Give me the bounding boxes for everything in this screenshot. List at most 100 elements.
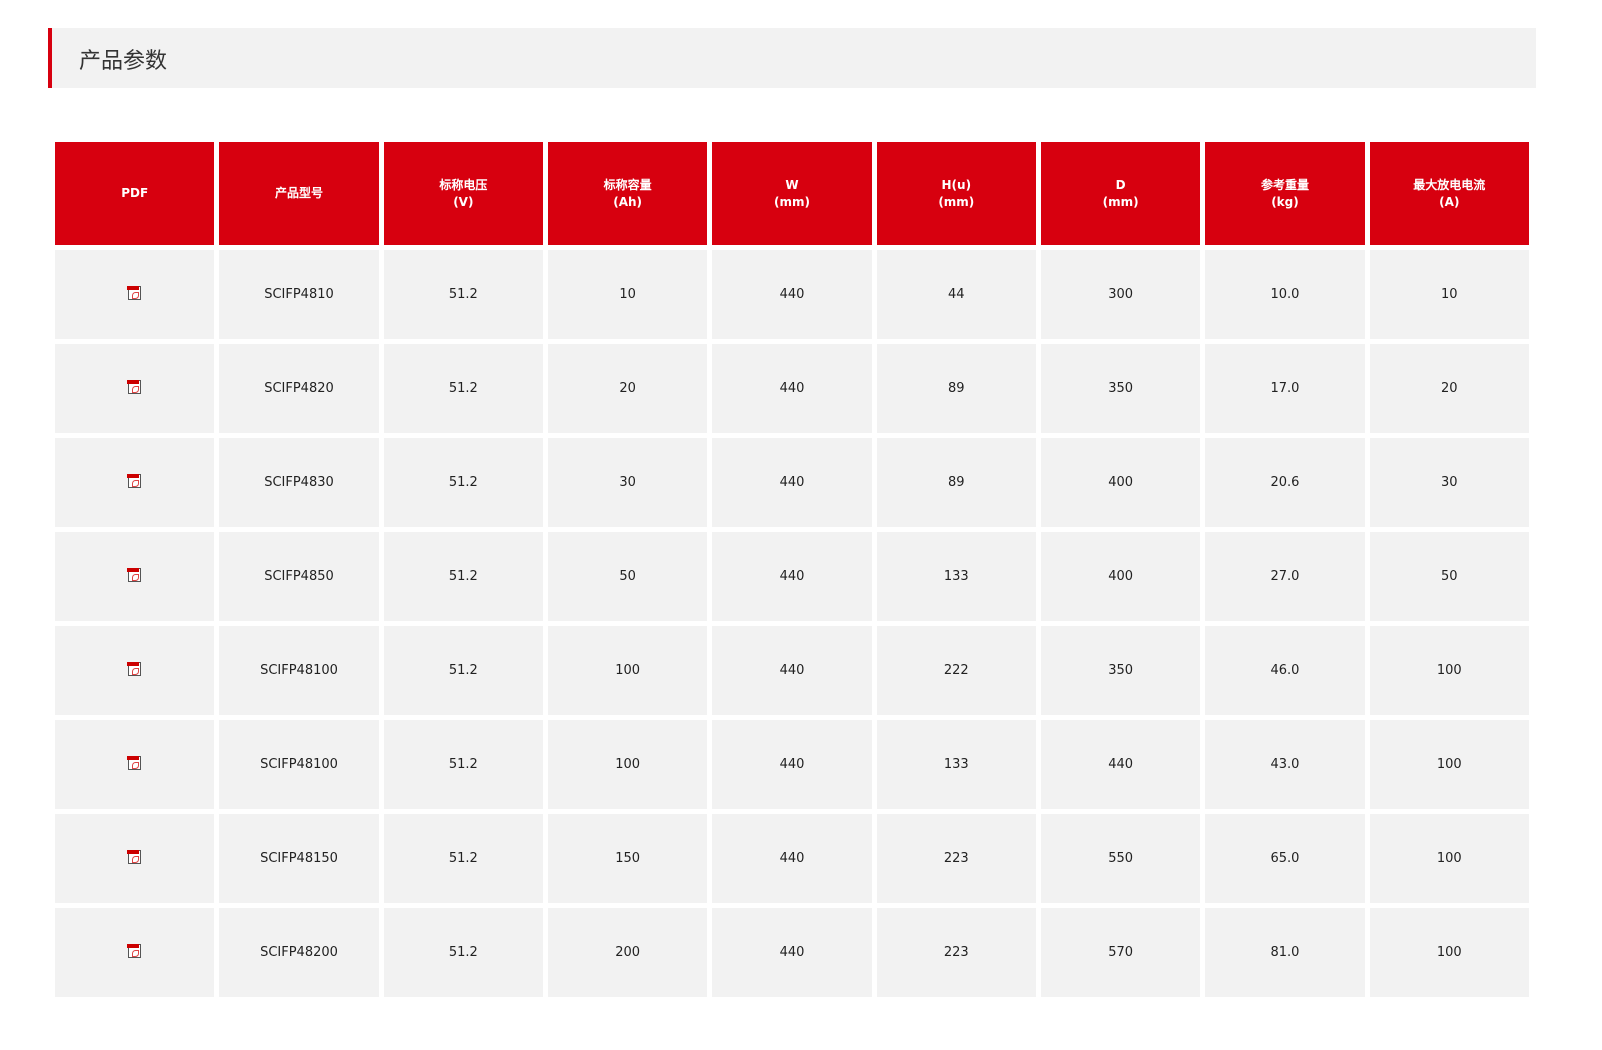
table-cell: 440 <box>712 532 872 621</box>
column-header: 最大放电电流 (A) <box>1369 142 1529 245</box>
column-header-label: D <box>1115 177 1126 192</box>
column-header-label: W <box>785 177 799 192</box>
pdf-cell <box>55 626 215 715</box>
table-cell: 100 <box>547 720 708 809</box>
table-cell: 46.0 <box>1205 626 1365 715</box>
table-cell: 51.2 <box>383 908 543 997</box>
table-cell: 440 <box>712 720 872 809</box>
column-header-label: 标称电压 <box>439 177 488 192</box>
pdf-cell <box>55 814 215 903</box>
column-header: H(u) (mm) <box>876 142 1036 245</box>
table-cell: SCIFP4830 <box>219 438 379 527</box>
table-cell: 89 <box>876 344 1036 433</box>
table-cell: 440 <box>712 626 872 715</box>
pdf-file-icon[interactable] <box>127 755 142 770</box>
column-header-label: 标称容量 <box>603 177 652 192</box>
column-header: 产品型号 <box>219 142 379 245</box>
table-cell: SCIFP4820 <box>219 344 379 433</box>
column-header-label: 产品型号 <box>274 186 323 200</box>
pdf-cell <box>55 438 215 527</box>
column-header-unit: (mm) <box>1102 194 1139 209</box>
column-header-unit: (A) <box>1439 194 1460 209</box>
table-cell: 150 <box>547 814 708 903</box>
pdf-file-icon[interactable] <box>127 379 142 394</box>
table-cell: 400 <box>1040 532 1201 621</box>
table-cell: 10 <box>547 250 708 339</box>
table-row: SCIFP48200 51.2 200 440 223 570 81.0 100 <box>55 908 1529 997</box>
table-cell: 43.0 <box>1205 720 1365 809</box>
table-row: SCIFP4850 51.2 50 440 133 400 27.0 50 <box>55 532 1529 621</box>
column-header-label: PDF <box>121 186 149 200</box>
table-cell: 350 <box>1040 626 1201 715</box>
table-cell: 440 <box>712 908 872 997</box>
table-cell: 200 <box>547 908 708 997</box>
table-row: SCIFP4830 51.2 30 440 89 400 20.6 30 <box>55 438 1529 527</box>
table-cell: 10.0 <box>1205 250 1365 339</box>
column-header: 标称容量 (Ah) <box>547 142 708 245</box>
pdf-file-icon[interactable] <box>127 567 142 582</box>
column-header: PDF <box>55 142 215 245</box>
table-cell: SCIFP48150 <box>219 814 379 903</box>
table-cell: 30 <box>547 438 708 527</box>
table-cell: 51.2 <box>383 626 543 715</box>
table-cell: 30 <box>1369 438 1529 527</box>
pdf-file-icon[interactable] <box>127 285 142 300</box>
column-header-unit: (kg) <box>1271 194 1299 209</box>
pdf-file-icon[interactable] <box>127 661 142 676</box>
table-cell: SCIFP4810 <box>219 250 379 339</box>
table-row: SCIFP4810 51.2 10 440 44 300 10.0 10 <box>55 250 1529 339</box>
section-title: 产品参数 <box>79 49 168 74</box>
column-header-label: 参考重量 <box>1260 177 1309 192</box>
table-row: SCIFP48100 51.2 100 440 222 350 46.0 100 <box>55 626 1529 715</box>
table-cell: 65.0 <box>1205 814 1365 903</box>
table-cell: 133 <box>876 720 1036 809</box>
table-cell: 81.0 <box>1205 908 1365 997</box>
column-header-unit: (Ah) <box>613 194 643 209</box>
table-cell: 100 <box>1369 814 1529 903</box>
table-cell: 51.2 <box>383 814 543 903</box>
pdf-file-icon[interactable] <box>127 943 142 958</box>
table-cell: 223 <box>876 814 1036 903</box>
pdf-cell <box>55 344 215 433</box>
column-header: W (mm) <box>712 142 872 245</box>
table-cell: 133 <box>876 532 1036 621</box>
table-cell: 440 <box>712 814 872 903</box>
column-header-unit: (mm) <box>773 194 810 209</box>
table-cell: 27.0 <box>1205 532 1365 621</box>
table-cell: 51.2 <box>383 532 543 621</box>
table-cell: 51.2 <box>383 720 543 809</box>
pdf-cell <box>55 250 215 339</box>
column-header: 标称电压 (V) <box>383 142 543 245</box>
pdf-file-icon[interactable] <box>127 473 142 488</box>
table-cell: 44 <box>876 250 1036 339</box>
table-cell: 440 <box>1040 720 1201 809</box>
table-cell: 440 <box>712 344 872 433</box>
table-cell: 20.6 <box>1205 438 1365 527</box>
column-header-unit: (mm) <box>938 194 975 209</box>
table-cell: 89 <box>876 438 1036 527</box>
table-cell: SCIFP48100 <box>219 626 379 715</box>
table-cell: 100 <box>1369 720 1529 809</box>
table-header-row: PDF 产品型号 标称电压 (V) 标称容量 (Ah) W (mm) H(u) (mm) D (mm)… <box>55 142 1529 245</box>
table-cell: 50 <box>1369 532 1529 621</box>
table-cell: 51.2 <box>383 250 543 339</box>
pdf-file-icon[interactable] <box>127 849 142 864</box>
table-cell: 100 <box>1369 908 1529 997</box>
table-cell: 440 <box>712 438 872 527</box>
column-header: D (mm) <box>1040 142 1201 245</box>
table-cell: 20 <box>1369 344 1529 433</box>
column-header-unit: (V) <box>453 194 474 209</box>
table-cell: 400 <box>1040 438 1201 527</box>
table-cell: 51.2 <box>383 438 543 527</box>
table-cell: 51.2 <box>383 344 543 433</box>
pdf-cell <box>55 532 215 621</box>
table-cell: 300 <box>1040 250 1201 339</box>
table-row: SCIFP4820 51.2 20 440 89 350 17.0 20 <box>55 344 1529 433</box>
pdf-cell <box>55 908 215 997</box>
table-cell: SCIFP48100 <box>219 720 379 809</box>
pdf-cell <box>55 720 215 809</box>
table-cell: 50 <box>547 532 708 621</box>
table-cell: 222 <box>876 626 1036 715</box>
column-header-label: 最大放电电流 <box>1413 177 1486 192</box>
product-parameters-table: PDF 产品型号 标称电压 (V) 标称容量 (Ah) W (mm) H(u) (mm) D (mm)… <box>50 137 1534 1002</box>
